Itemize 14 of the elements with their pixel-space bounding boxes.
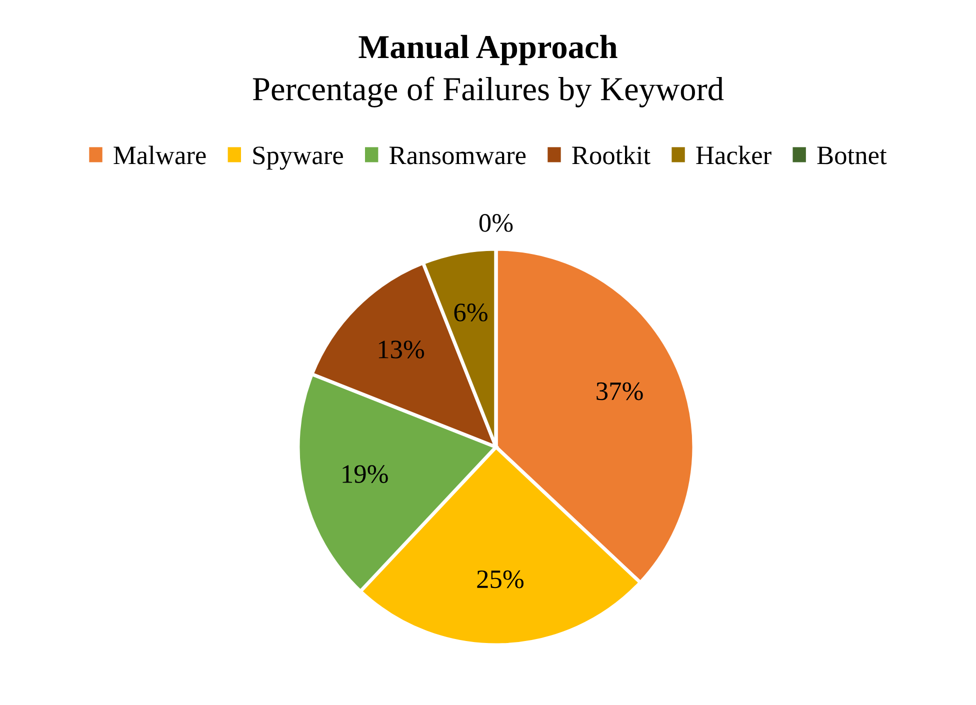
legend-label: Spyware: [253, 146, 343, 170]
text: 0%: [479, 214, 513, 232]
legend-label: Botnet: [817, 146, 887, 164]
chart-title: Manual Approach: [358, 34, 618, 66]
legend-label: Rootkit: [572, 146, 650, 164]
legend-label: Malware: [114, 146, 206, 164]
chart-subtitle: Percentage of Failures by Keyword: [252, 76, 724, 108]
legend-label: Hacker: [696, 146, 772, 164]
data-label: 19%: [342, 465, 388, 484]
data-label: 6%: [454, 304, 488, 322]
data-label: 37%: [596, 382, 643, 400]
legend-label: Ransomware: [390, 146, 526, 164]
data-label: 13%: [378, 340, 424, 358]
data-label: 25%: [477, 570, 524, 588]
